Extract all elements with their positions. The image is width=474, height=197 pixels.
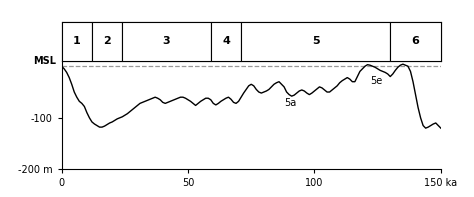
- Text: 5: 5: [312, 36, 319, 46]
- Bar: [92, 22, 122, 61]
- Text: 1: 1: [73, 36, 81, 46]
- Bar: [62, 22, 92, 61]
- Bar: [122, 22, 211, 61]
- Text: MSL: MSL: [34, 56, 56, 66]
- Text: 4: 4: [222, 36, 230, 46]
- Text: 5e: 5e: [370, 75, 383, 85]
- Text: 2: 2: [103, 36, 111, 46]
- Bar: [241, 22, 390, 61]
- Text: 6: 6: [411, 36, 419, 46]
- Text: 3: 3: [163, 36, 170, 46]
- Bar: [211, 22, 241, 61]
- Bar: [390, 22, 441, 61]
- Text: 5a: 5a: [284, 98, 296, 108]
